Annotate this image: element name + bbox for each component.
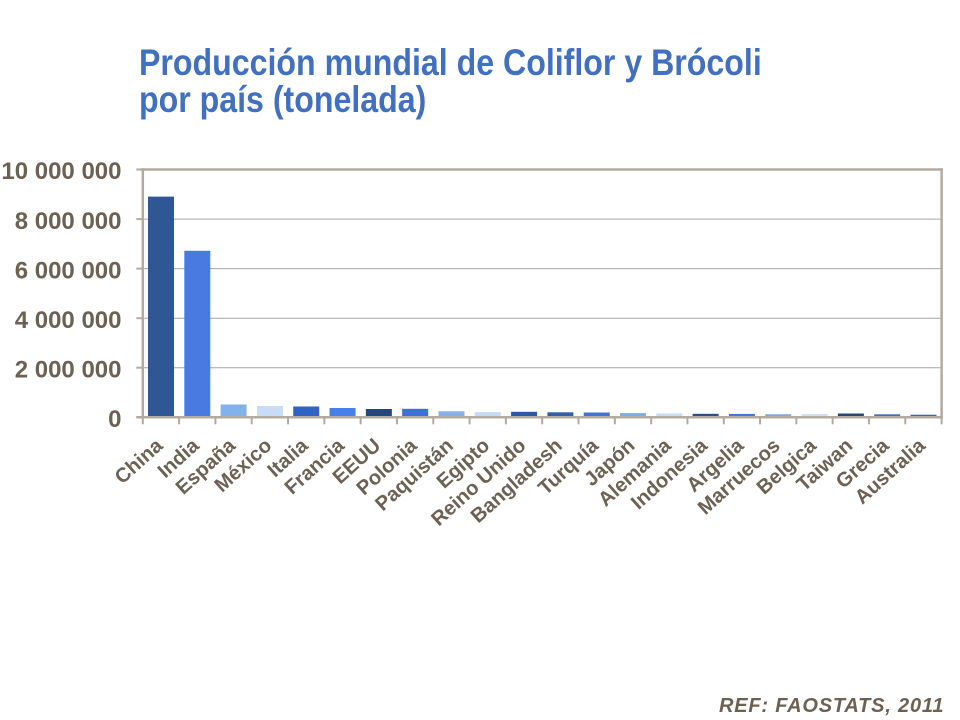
svg-text:2 000 000: 2 000 000 xyxy=(15,356,122,383)
svg-text:0: 0 xyxy=(108,406,121,433)
svg-text:6 000 000: 6 000 000 xyxy=(15,257,122,284)
svg-text:10 000 000: 10 000 000 xyxy=(1,158,121,185)
svg-text:4 000 000: 4 000 000 xyxy=(15,307,122,334)
svg-text:8 000 000: 8 000 000 xyxy=(15,208,122,235)
